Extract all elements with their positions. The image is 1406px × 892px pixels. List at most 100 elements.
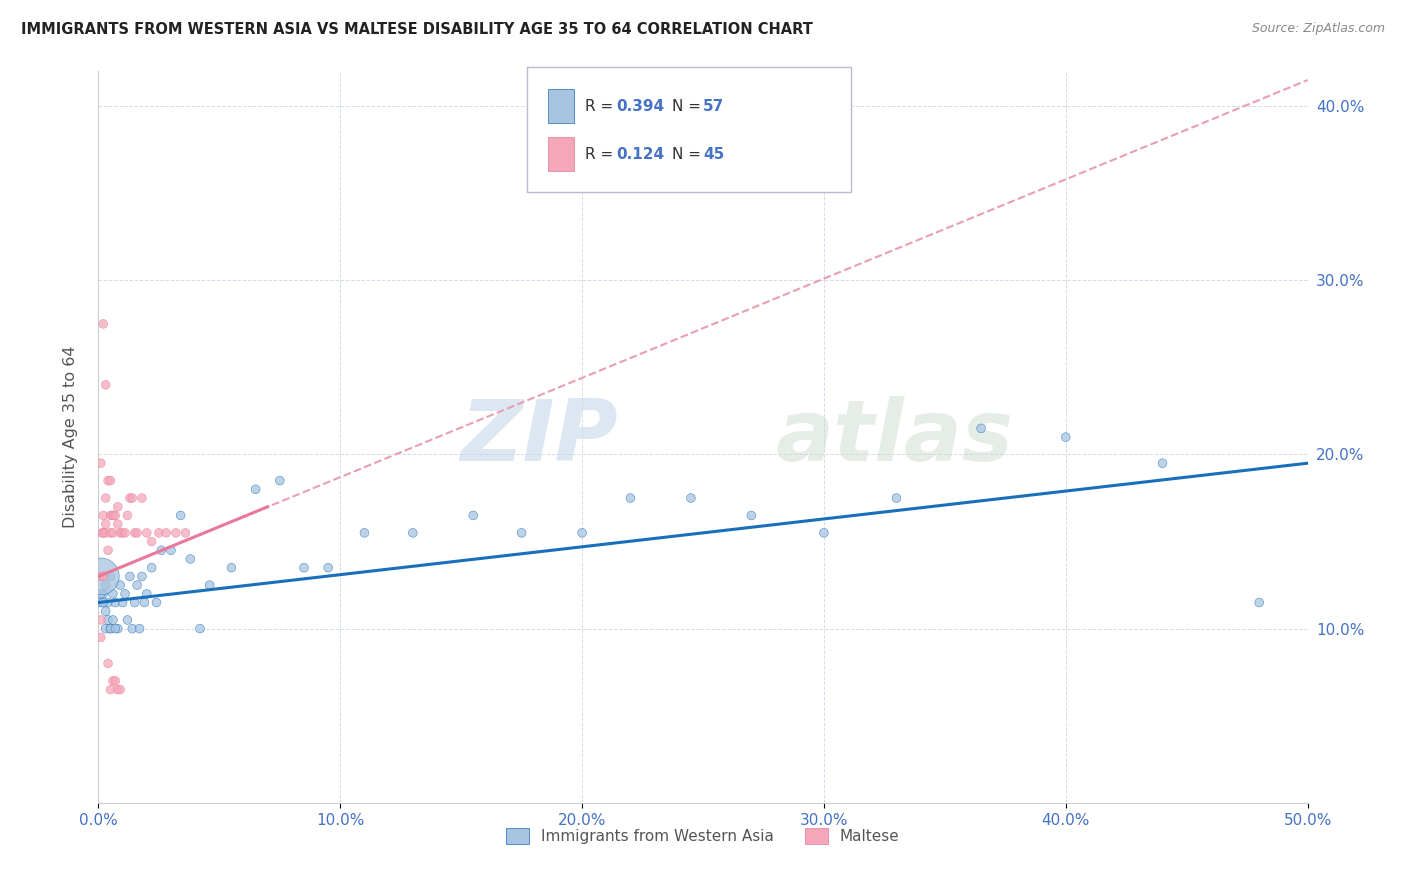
Text: R =: R = — [585, 147, 619, 161]
Point — [97, 657, 120, 671]
Point — [1054, 430, 1077, 444]
Point — [107, 682, 129, 697]
Point — [100, 569, 122, 583]
Point — [94, 578, 117, 592]
Point — [97, 543, 120, 558]
Point — [100, 622, 122, 636]
Point — [148, 525, 170, 540]
Text: 0.124: 0.124 — [616, 147, 664, 161]
Point — [134, 595, 156, 609]
Point — [90, 569, 112, 583]
Point — [292, 560, 315, 574]
Point — [131, 491, 153, 505]
Point — [1152, 456, 1174, 470]
Point — [269, 474, 291, 488]
Text: 45: 45 — [703, 147, 724, 161]
Point — [107, 517, 129, 532]
Legend: Immigrants from Western Asia, Maltese: Immigrants from Western Asia, Maltese — [501, 822, 905, 850]
Point — [94, 622, 117, 636]
Point — [100, 682, 122, 697]
Point — [124, 595, 146, 609]
Point — [124, 525, 146, 540]
Point — [91, 317, 114, 331]
Point — [679, 491, 702, 505]
Point — [91, 569, 114, 583]
Point — [97, 595, 120, 609]
Point — [141, 560, 163, 574]
Point — [571, 525, 593, 540]
Point — [91, 595, 114, 609]
Point — [619, 491, 641, 505]
Point — [107, 500, 129, 514]
Point — [94, 604, 117, 618]
Point — [114, 525, 136, 540]
Point — [97, 474, 120, 488]
Point — [91, 587, 114, 601]
Point — [221, 560, 243, 574]
Text: R =: R = — [585, 99, 619, 113]
Point — [117, 613, 139, 627]
Text: ZIP: ZIP — [461, 395, 619, 479]
Point — [108, 525, 131, 540]
Text: atlas: atlas — [776, 395, 1014, 479]
Point — [127, 578, 149, 592]
Point — [91, 525, 114, 540]
Point — [463, 508, 485, 523]
Point — [111, 525, 134, 540]
Point — [104, 622, 127, 636]
Point — [117, 508, 139, 523]
Point — [150, 543, 173, 558]
Point — [165, 525, 187, 540]
Point — [90, 456, 112, 470]
Point — [886, 491, 908, 505]
Point — [91, 525, 114, 540]
Point — [114, 587, 136, 601]
Point — [121, 622, 143, 636]
Point — [107, 622, 129, 636]
Point — [160, 543, 183, 558]
Point — [91, 508, 114, 523]
Point — [94, 377, 117, 392]
Point — [104, 595, 127, 609]
Point — [118, 569, 141, 583]
Point — [118, 491, 141, 505]
Point — [108, 578, 131, 592]
Point — [89, 569, 111, 583]
Point — [111, 595, 134, 609]
Point — [100, 622, 122, 636]
Y-axis label: Disability Age 35 to 64: Disability Age 35 to 64 — [63, 346, 77, 528]
Point — [94, 525, 117, 540]
Point — [104, 673, 127, 688]
Point — [94, 517, 117, 532]
Point — [127, 525, 149, 540]
Point — [740, 508, 762, 523]
Point — [90, 595, 112, 609]
Text: N =: N = — [672, 99, 706, 113]
Point — [128, 622, 150, 636]
Point — [131, 569, 153, 583]
Point — [101, 587, 124, 601]
Point — [135, 587, 157, 601]
Point — [90, 631, 112, 645]
Point — [402, 525, 425, 540]
Point — [245, 483, 267, 497]
Text: 0.394: 0.394 — [616, 99, 664, 113]
Point — [970, 421, 993, 435]
Point — [141, 534, 163, 549]
Point — [90, 587, 112, 601]
Point — [135, 525, 157, 540]
Point — [100, 474, 122, 488]
Point — [169, 508, 191, 523]
Text: N =: N = — [672, 147, 706, 161]
Point — [100, 525, 122, 540]
Point — [90, 613, 112, 627]
Point — [155, 525, 177, 540]
Point — [121, 491, 143, 505]
Point — [316, 560, 339, 574]
Point — [101, 673, 124, 688]
Point — [100, 508, 122, 523]
Point — [145, 595, 167, 609]
Point — [1249, 595, 1271, 609]
Point — [174, 525, 197, 540]
Point — [97, 613, 120, 627]
